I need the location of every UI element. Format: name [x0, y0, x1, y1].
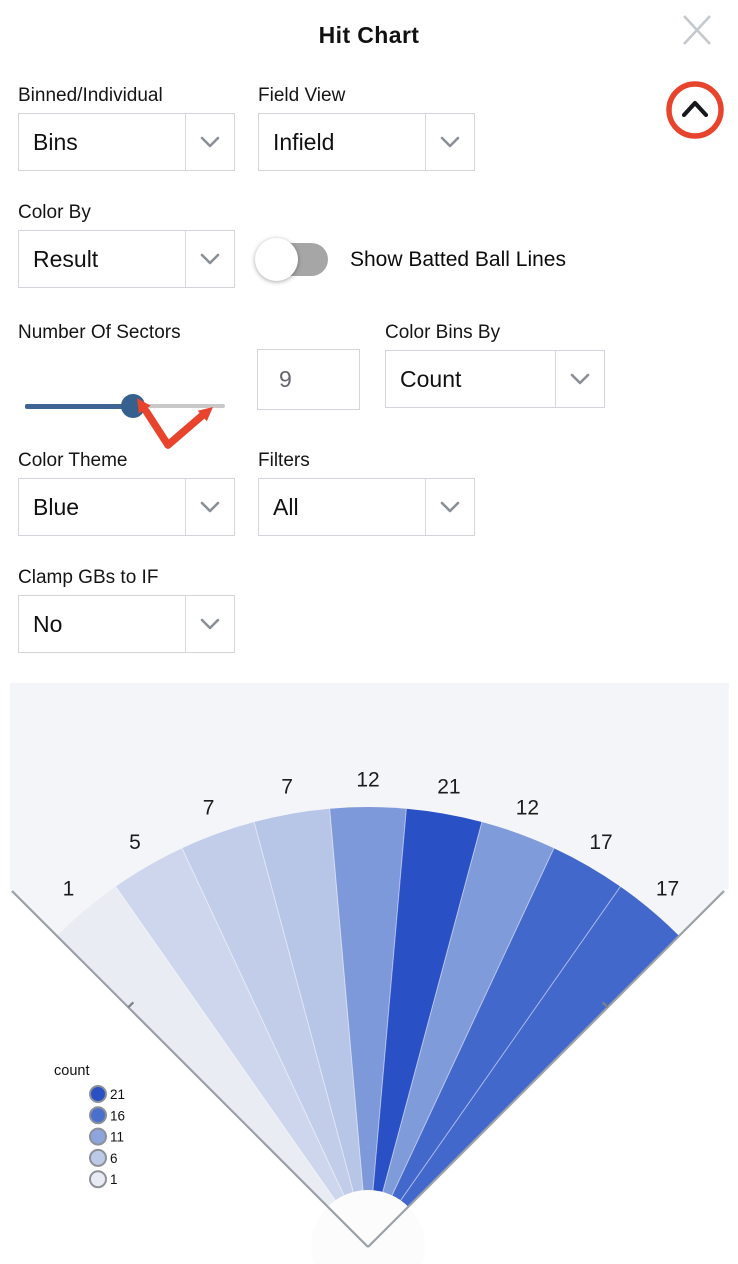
chevron-down-icon [185, 596, 234, 652]
color-theme-field: Color Theme Blue [18, 449, 235, 536]
field-view-label: Field View [258, 85, 346, 106]
number-of-sectors-slider[interactable] [25, 393, 225, 419]
sector-divider [329, 808, 365, 1198]
color-theme-value: Blue [33, 493, 80, 520]
sector-divider [388, 848, 555, 1202]
color-bins-by-value: Count [400, 365, 462, 392]
batted-ball-lines-label: Show Batted Ball Lines [350, 248, 566, 271]
color-bins-by-select[interactable]: Count [385, 350, 605, 408]
sector-count-label: 17 [656, 878, 679, 901]
foul-territory-left [10, 889, 368, 1264]
sector-count-label: 21 [437, 776, 460, 799]
hit-chart-fan: 1 5 7 7 12 21 12 17 17 count 21 16 11 6 1 [10, 683, 729, 1264]
legend-swatch [89, 1127, 107, 1146]
filters-field: Filters All [258, 449, 475, 536]
sector-divider [371, 808, 407, 1198]
chevron-down-icon [185, 479, 234, 535]
binned-individual-label: Binned/Individual [18, 85, 163, 106]
legend-value: 21 [110, 1087, 125, 1102]
sector-count-label: 1 [63, 878, 75, 901]
fan-sector-12 [368, 822, 554, 1247]
sector-count-label: 12 [516, 797, 539, 820]
fan-sector-7 [182, 822, 368, 1247]
fan-sector-12 [329, 807, 407, 1247]
clamp-gbs-value: No [33, 610, 63, 637]
filters-value: All [273, 493, 299, 520]
slider-fill [25, 403, 133, 409]
annotation-circle [666, 81, 724, 139]
legend-value: 11 [110, 1130, 124, 1145]
batted-ball-lines-toggle[interactable] [255, 238, 328, 281]
foul-territory-right [368, 889, 729, 1264]
sector-count-label: 7 [203, 797, 215, 820]
chevron-down-icon [185, 114, 234, 170]
sector-count-label: 12 [356, 769, 379, 792]
legend-swatch [89, 1085, 107, 1103]
clamp-gbs-field: Clamp GBs to IF No [18, 566, 235, 653]
legend-swatch [89, 1170, 107, 1189]
sector-divider [181, 848, 348, 1202]
fan-sector-17 [368, 848, 621, 1247]
toggle-knob[interactable] [255, 238, 298, 281]
binned-individual-value: Bins [33, 128, 78, 155]
sector-divider [115, 886, 340, 1207]
clamp-gbs-select[interactable]: No [18, 595, 235, 653]
color-theme-select[interactable]: Blue [18, 478, 235, 536]
base-tick-right [601, 1001, 609, 1009]
foul-line-right [367, 890, 725, 1248]
sector-count-label: 17 [589, 831, 612, 854]
sector-divider [253, 821, 356, 1199]
clamp-gbs-label: Clamp GBs to IF [18, 567, 159, 588]
slider-knob[interactable] [121, 394, 145, 418]
field-view-value: Infield [273, 128, 335, 155]
legend-title: count [54, 1063, 89, 1079]
field-view-field: Field View Infield [258, 84, 475, 171]
chevron-up-icon [681, 100, 709, 118]
filters-label: Filters [258, 450, 310, 471]
fan-sector-7 [254, 808, 368, 1247]
legend-value: 16 [110, 1108, 125, 1123]
color-by-label: Color By [18, 202, 91, 223]
annotation-arrows [137, 398, 213, 449]
chevron-down-icon [425, 479, 474, 535]
fan-sector-17 [368, 886, 680, 1247]
fan-sector-5 [115, 848, 368, 1247]
color-theme-label: Color Theme [18, 450, 128, 471]
fan-sector-21 [368, 808, 482, 1247]
base-tick-left [127, 1001, 135, 1009]
sector-count-label: 7 [281, 776, 293, 799]
home-plate-cutout [311, 1190, 425, 1264]
close-icon [683, 15, 711, 45]
page-title: Hit Chart [318, 22, 420, 48]
color-bins-by-field: Color Bins By Count [385, 321, 605, 408]
foul-line-left [11, 890, 369, 1248]
legend-swatch [89, 1148, 107, 1167]
sector-divider [380, 821, 483, 1199]
number-of-sectors-label: Number Of Sectors [18, 322, 181, 343]
color-by-value: Result [33, 245, 99, 272]
field-view-select[interactable]: Infield [258, 113, 475, 171]
sector-count-value: 9 [279, 366, 292, 392]
collapse-panel-button[interactable] [663, 78, 727, 142]
fan-sector-1 [56, 886, 369, 1247]
color-bins-by-label: Color Bins By [385, 322, 501, 343]
chevron-down-icon [425, 114, 474, 170]
legend-swatch [89, 1106, 107, 1125]
close-button[interactable] [680, 13, 714, 47]
sector-count-label: 5 [129, 831, 141, 854]
sector-divider [396, 886, 621, 1207]
legend-value: 6 [110, 1151, 118, 1166]
binned-individual-select[interactable]: Bins [18, 113, 235, 171]
binned-individual-field: Binned/Individual Bins [18, 84, 235, 171]
chevron-down-icon [185, 231, 234, 287]
color-by-select[interactable]: Result [18, 230, 235, 288]
sector-count-input[interactable]: 9 [257, 349, 360, 410]
chevron-down-icon [555, 351, 604, 407]
color-by-field: Color By Result [18, 201, 235, 288]
legend-value: 1 [110, 1172, 118, 1187]
filters-select[interactable]: All [258, 478, 475, 536]
